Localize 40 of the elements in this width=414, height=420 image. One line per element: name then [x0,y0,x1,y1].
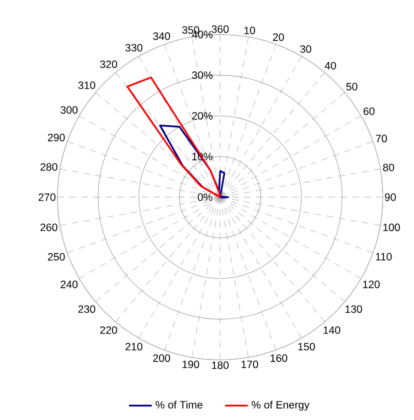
spoke-label: 110 [376,252,392,260]
spoke-label: 100 [383,224,400,232]
spoke-label: 360 [212,25,229,33]
spoke-label: 90 [384,193,396,201]
spoke-label: 200 [153,354,170,362]
spoke-label: 310 [78,81,96,90]
spoke-label: 50 [346,82,358,90]
spoke-label: 70 [376,134,387,142]
spoke-label: 220 [100,326,118,334]
spoke-label: 40 [324,62,336,70]
spoke-label: 190 [182,360,200,368]
y-tick-label: 0% [198,193,212,201]
spoke-label: 130 [345,305,362,313]
y-tick-label: 20% [192,112,213,120]
y-tick-label: 30% [192,71,213,79]
spoke-label: 240 [60,280,78,288]
spoke-label: 300 [60,106,78,114]
spoke-label: 170 [242,360,258,368]
spoke-label: 60 [364,107,375,116]
legend-label: % of Energy [252,400,310,411]
spoke-label: 180 [212,361,229,370]
legend-label: % of Time [156,400,202,409]
spoke-label: 160 [270,354,288,362]
spoke-label: 10 [244,26,256,34]
spoke-label: 320 [100,60,118,68]
spoke-label: 20 [273,33,284,41]
spoke-label: 330 [125,44,142,52]
spoke-label: 260 [40,224,58,232]
spoke-label: 290 [48,134,65,142]
spoke-label: 120 [363,280,380,288]
spoke-label: 150 [298,342,315,350]
spoke-label: 340 [153,32,170,40]
spoke-label: 270 [38,193,56,201]
spoke-label: 280 [40,163,58,171]
spoke-label: 80 [383,164,394,172]
spoke-label: 30 [300,45,312,53]
spoke-label: 250 [48,253,65,261]
spoke-label: 210 [126,342,142,350]
spoke-label: 140 [324,326,340,334]
spoke-label: 230 [78,305,96,313]
